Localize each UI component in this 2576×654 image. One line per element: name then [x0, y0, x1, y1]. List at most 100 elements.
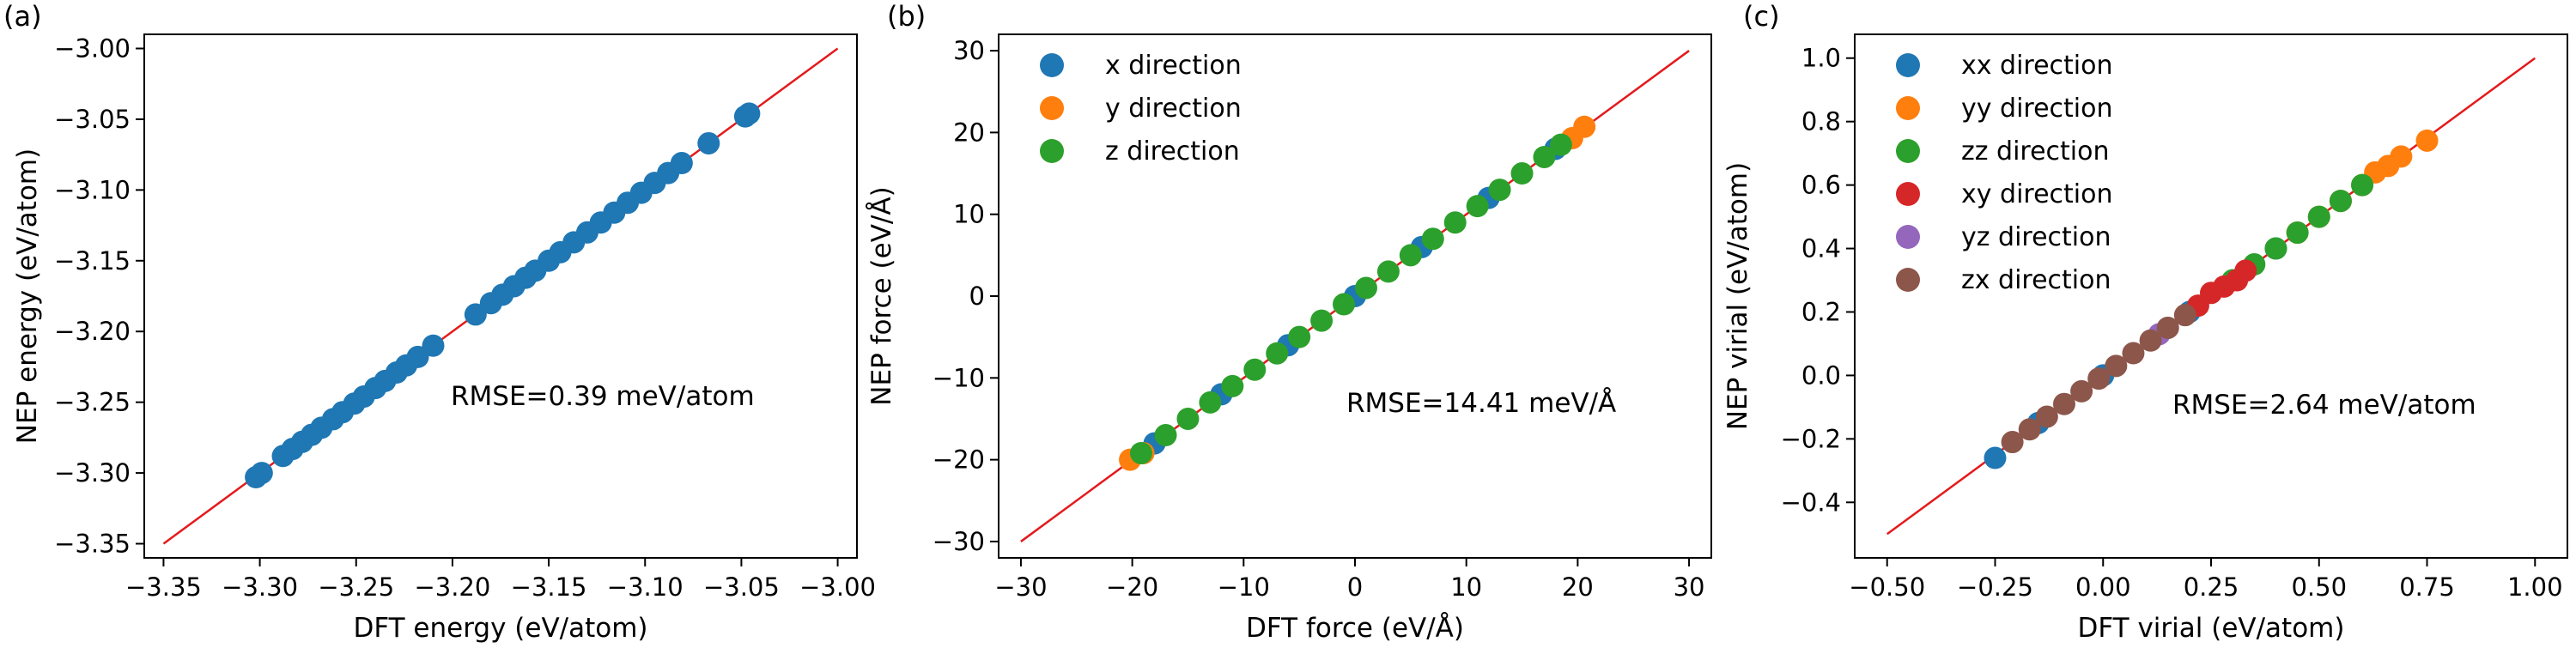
data-point — [1510, 162, 1534, 185]
legend-marker — [1896, 182, 1920, 206]
y-tick-label: 1.0 — [1801, 44, 1841, 73]
rmse-annotation: RMSE=2.64 meV/atom — [2172, 390, 2476, 421]
legend-label: xy direction — [1961, 179, 2113, 209]
legend-marker — [1040, 53, 1064, 77]
legend-label: zx direction — [1961, 265, 2111, 295]
legend-label: zz direction — [1961, 136, 2110, 167]
data-point — [422, 334, 445, 357]
data-point — [2329, 190, 2352, 213]
y-tick-label: −3.25 — [54, 388, 131, 417]
x-axis-label: DFT force (eV/Å) — [1246, 613, 1464, 644]
rmse-annotation: RMSE=14.41 meV/Å — [1346, 388, 1616, 419]
data-point — [1288, 325, 1311, 348]
x-tick-label: −3.05 — [703, 572, 780, 602]
data-point — [1221, 374, 1244, 397]
y-axis-label: NEP virial (eV/atom) — [1722, 162, 1753, 430]
data-point — [1266, 342, 1289, 365]
data-point — [1199, 391, 1222, 414]
data-point — [1466, 195, 1489, 218]
legend-label: yz direction — [1961, 222, 2111, 252]
y-tick-label: 20 — [953, 118, 985, 147]
x-tick-label: 0 — [1347, 572, 1363, 602]
rmse-annotation: RMSE=0.39 meV/atom — [451, 381, 755, 412]
y-tick-label: −0.4 — [1781, 487, 1841, 517]
x-tick-label: 20 — [1562, 572, 1594, 602]
data-point — [738, 102, 761, 125]
y-tick-label: 0.6 — [1801, 171, 1841, 200]
y-tick-label: −3.15 — [54, 246, 131, 276]
data-point — [1333, 293, 1356, 316]
data-point — [2234, 259, 2257, 282]
data-point — [2139, 329, 2162, 352]
data-point — [2390, 145, 2413, 168]
y-tick-label: −10 — [933, 363, 985, 392]
data-point — [1154, 424, 1177, 447]
data-point — [2122, 342, 2145, 365]
legend-marker — [1896, 139, 1920, 163]
data-point — [250, 462, 273, 485]
y-tick-label: 0.4 — [1801, 234, 1841, 263]
panel-a: (a) −3.35 −3.30 −3.25 −3.20 −3.15 −3.10 −3.05 −3… — [3, 0, 876, 644]
x-tick-label: 30 — [1674, 572, 1705, 602]
y-tick-label: 0.8 — [1801, 107, 1841, 136]
data-point — [2035, 405, 2058, 428]
legend-marker — [1040, 139, 1064, 163]
x-axis-label: DFT energy (eV/atom) — [353, 613, 647, 644]
legend-label: xx direction — [1961, 51, 2113, 81]
y-tick-label: 0.2 — [1801, 297, 1841, 326]
x-tick-label: −30 — [994, 572, 1047, 602]
x-tick-label: 0.25 — [2184, 572, 2239, 602]
y-tick-label: −3.00 — [54, 33, 131, 63]
legend-label: yy direction — [1961, 94, 2113, 124]
panel-b: (b) −30 −20 −10 0 10 20 30 −30 −20 −10 0 10 20 30 DFT f… — [866, 0, 1712, 644]
panel-label: (a) — [3, 0, 42, 33]
data-point — [1354, 276, 1377, 300]
data-point — [2105, 354, 2128, 378]
x-tick-label: −0.25 — [1957, 572, 2033, 602]
x-axis-label: DFT virial (eV/atom) — [2078, 613, 2345, 644]
legend: x direction y direction z direction — [1040, 51, 1242, 167]
y-tick-label: −0.2 — [1781, 424, 1841, 453]
data-point — [1443, 211, 1467, 234]
x-tick-label: 1.00 — [2507, 572, 2563, 602]
data-point — [1533, 145, 1556, 168]
data-point — [2001, 431, 2024, 454]
data-point — [2351, 173, 2374, 197]
data-point — [697, 131, 720, 154]
data-point — [2087, 367, 2111, 391]
x-tick-label: −3.30 — [222, 572, 298, 602]
legend-marker — [1896, 53, 1920, 77]
data-point — [1549, 133, 1572, 156]
legend-marker — [1896, 96, 1920, 120]
data-point — [1243, 358, 1267, 381]
y-tick-label: −20 — [933, 445, 985, 475]
panel-label: (c) — [1743, 0, 1780, 33]
panel-c: (c) −0.50 −0.25 0.00 0.25 0.50 0.75 1.00 −0.4 −0.… — [1722, 0, 2568, 644]
x-tick-label: −3.25 — [318, 572, 394, 602]
y-tick-label: −3.10 — [54, 175, 131, 204]
legend-label: y direction — [1105, 94, 1242, 124]
data-point — [2173, 304, 2196, 327]
panel-label: (b) — [887, 0, 926, 33]
y-tick-label: −3.05 — [54, 105, 131, 134]
legend: xx direction yy direction zz direction xy d… — [1896, 51, 2113, 295]
data-point — [1488, 179, 1511, 202]
y-axis-label: NEP energy (eV/atom) — [12, 148, 43, 444]
plot-frame — [143, 33, 858, 559]
y-tick-label: 30 — [953, 36, 985, 65]
legend-marker — [1040, 96, 1064, 120]
y-tick-label: 0 — [969, 282, 985, 311]
x-tick-label: 10 — [1450, 572, 1482, 602]
data-point — [2415, 129, 2439, 152]
data-point — [1399, 244, 1422, 267]
y-tick-label: −3.20 — [54, 317, 131, 346]
data-point — [2286, 221, 2309, 245]
data-point — [1310, 309, 1334, 332]
x-tick-label: −3.10 — [607, 572, 683, 602]
data-point — [1376, 260, 1400, 283]
x-tick-label: −3.35 — [125, 572, 202, 602]
data-point — [2264, 237, 2287, 260]
data-point — [1421, 227, 1444, 251]
data-point — [406, 345, 429, 368]
